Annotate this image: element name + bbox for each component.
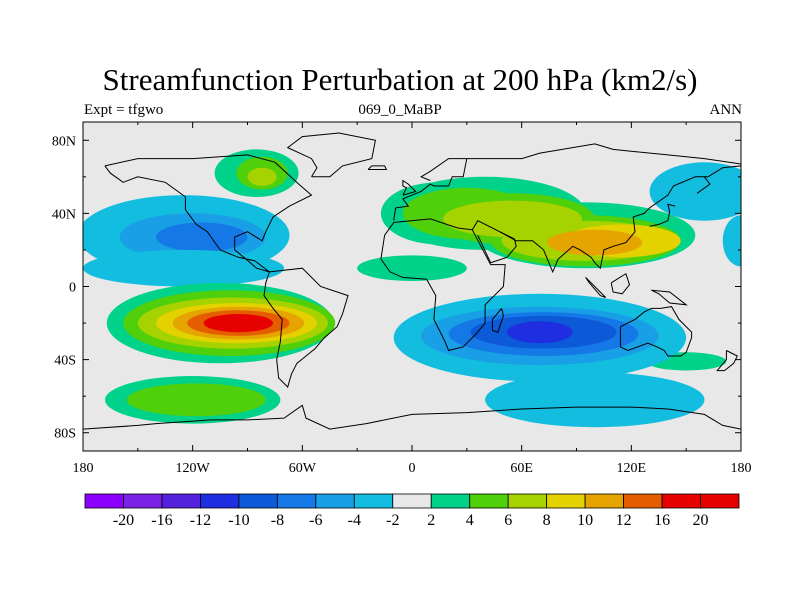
colorbar: -20 -16 -12 -10 -8 -6 -4 -2 2 4 6 8 10 12 16 20 [84,493,740,529]
y-tick-label: 80N [52,134,76,149]
case-label: 069_0_MaBP [358,102,442,118]
colorbar-label: 4 [466,512,474,529]
x-tick-label: 120W [176,461,211,476]
coastline [696,176,711,194]
y-tick-label: 0 [69,281,76,296]
axes-layer: 180 120W 60W 0 60E 120E 180 80N 40N 0 40S 80S [52,122,752,476]
colorbar-swatch [84,493,124,509]
coastline [83,404,741,430]
y-tick-label: 80S [54,427,76,442]
contour-fill-layer [83,149,741,428]
colorbar-label: -4 [348,512,361,529]
contour-region [126,383,266,417]
x-tick-label: 180 [73,461,94,476]
coastline [477,231,517,264]
colorbar-label: 6 [504,512,512,529]
coastline [471,165,741,274]
coastline [402,179,417,196]
colorbar-label: 10 [577,512,593,529]
colorbar-swatch [276,493,317,509]
coastline [619,306,693,357]
colorbar-label: -20 [113,512,134,529]
colorbar-swatch [700,493,740,509]
period-label: ANN [709,102,743,118]
colorbar-swatch [546,493,586,509]
colorbar-swatch [238,493,278,509]
colorbar-swatch [661,493,701,509]
colorbar-swatch [392,493,432,509]
x-tick-label: 0 [409,461,416,476]
contour-region [722,215,741,267]
contour-region [247,167,277,186]
colorbar-swatch [353,493,394,509]
colorbar-label: 20 [693,512,709,529]
coastline [263,267,349,388]
colorbar-swatch [161,493,201,509]
contour-region [507,321,573,344]
coastline [466,143,741,165]
coastline [286,132,376,178]
coastline [585,277,607,298]
colorbar-label: 16 [654,512,670,529]
contour-region [547,229,643,256]
coastline [367,165,388,170]
colorbar-label: -10 [228,512,249,529]
colorbar-swatch [315,493,355,509]
coastline-layer [83,132,741,430]
colorbar-swatch [123,493,163,509]
y-tick-label: 40N [52,207,76,222]
contour-region [203,314,274,333]
coastline [491,308,504,333]
colorbar-swatch [623,493,663,509]
contour-region [357,255,467,281]
coastline [104,154,313,273]
coastline [610,272,631,295]
x-tick-label: 180 [731,461,752,476]
experiment-label: Expt = tfgwo [84,102,164,118]
contour-region [156,222,248,252]
colorbar-label: -8 [271,512,284,529]
colorbar-label: -16 [151,512,172,529]
x-tick-label: 120E [617,461,647,476]
coastline [380,218,506,352]
colorbar-swatch [430,493,471,509]
colorbar-label: 2 [427,512,435,529]
coastline [649,203,676,227]
colorbar-swatch [469,493,509,509]
chart-title: Streamfunction Perturbation at 200 hPa (… [102,62,698,97]
contour-region [518,381,672,419]
x-tick-label: 60W [289,461,317,476]
coastline [651,289,688,306]
colorbar-label: -2 [386,512,399,529]
x-tick-label: 60E [510,461,533,476]
coastline [393,158,468,221]
colorbar-label: -6 [309,512,322,529]
colorbar-swatch [507,493,548,509]
colorbar-swatch [584,493,624,509]
colorbar-label: 12 [616,512,632,529]
colorbar-label: -12 [190,512,211,529]
contour-region [83,249,284,287]
coastline [716,350,738,372]
colorbar-label: 8 [543,512,551,529]
colorbar-swatch [200,493,240,509]
y-tick-label: 40S [54,354,76,369]
